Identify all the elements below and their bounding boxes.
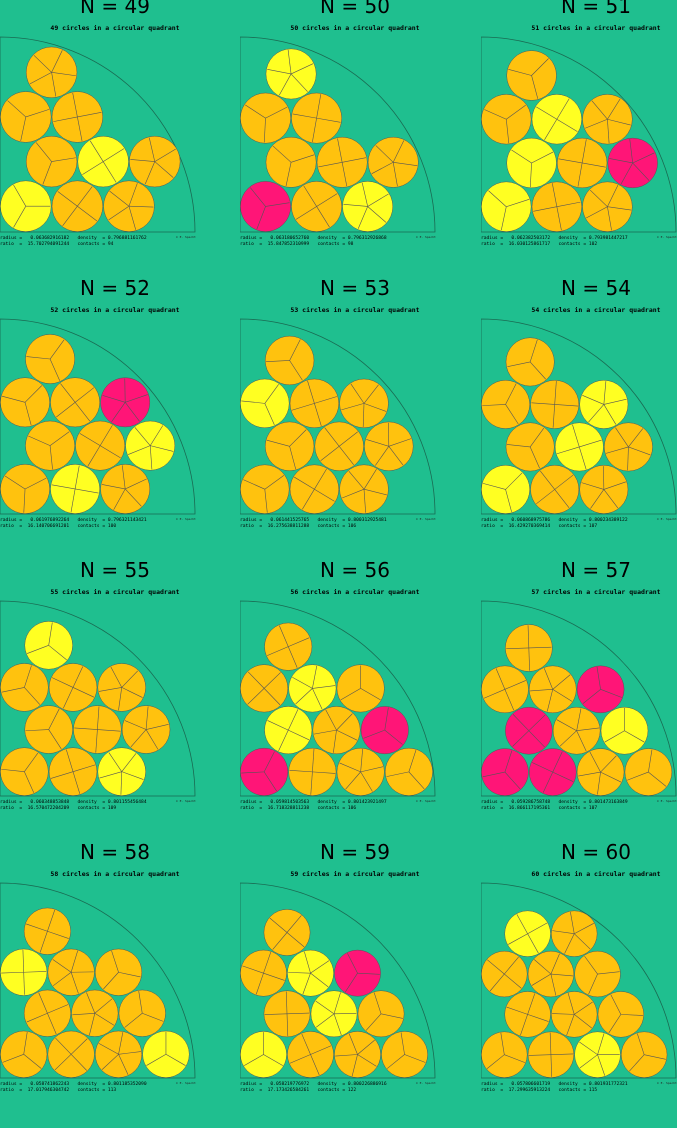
quadrant-packing: [481, 35, 677, 235]
panel-stats: radius = 0.059814503563 density = 0.8014…: [240, 800, 387, 812]
quadrant-packing: [240, 35, 440, 235]
panel-n-label: N = 49: [0, 0, 230, 18]
panel-stats: radius = 0.062382503172 density = 0.7939…: [481, 236, 628, 248]
panel-credit: © E. Specht: [176, 518, 196, 529]
quadrant-packing: [240, 881, 440, 1081]
quadrant-packing: [0, 317, 200, 517]
panel-n-label: N = 52: [0, 276, 230, 300]
panel-stats: radius = 0.063180652760 density = 0.7963…: [240, 236, 387, 248]
panel-n-label: N = 54: [481, 276, 677, 300]
panel-stats: radius = 0.058741862243 density = 0.8011…: [0, 1082, 147, 1094]
quadrant-packing: [240, 599, 440, 799]
panel-subtitle: 55 circles in a circular quadrant: [0, 588, 230, 596]
packing-panel: N = 49 49 circles in a circular quadrant r…: [0, 0, 230, 282]
panel-n-label: N = 57: [481, 558, 677, 582]
panel-credit: © E. Specht: [657, 236, 677, 247]
panel-stats: radius = 0.063682916182 density = 0.7968…: [0, 236, 147, 248]
panel-stats: radius = 0.059286758748 density = 0.8014…: [481, 800, 628, 812]
quadrant-packing: [0, 599, 200, 799]
panel-stats: radius = 0.061441525765 density = 0.8003…: [240, 518, 387, 530]
panel-subtitle: 50 circles in a circular quadrant: [240, 24, 470, 32]
panel-stats: radius = 0.060348853848 density = 0.8011…: [0, 800, 147, 812]
packing-grid: N = 49 49 circles in a circular quadrant r…: [0, 0, 677, 1093]
panel-n-label: N = 55: [0, 558, 230, 582]
quadrant-packing: [0, 35, 200, 235]
panel-n-label: N = 50: [240, 0, 470, 18]
panel-stats: radius = 0.061976892264 density = 0.7963…: [0, 518, 147, 530]
panel-subtitle: 57 circles in a circular quadrant: [481, 588, 677, 596]
panel-subtitle: 49 circles in a circular quadrant: [0, 24, 230, 32]
quadrant-packing: [481, 599, 677, 799]
panel-stats: radius = 0.060868975786 density = 0.8002…: [481, 518, 628, 530]
panel-subtitle: 52 circles in a circular quadrant: [0, 306, 230, 314]
panel-credit: © E. Specht: [416, 1082, 436, 1093]
panel-stats: radius = 0.057806601719 density = 0.8019…: [481, 1082, 628, 1094]
panel-credit: © E. Specht: [657, 518, 677, 529]
panel-stats: radius = 0.058219776972 density = 0.8002…: [240, 1082, 387, 1094]
panel-n-label: N = 59: [240, 840, 470, 864]
panel-subtitle: 60 circles in a circular quadrant: [481, 870, 677, 878]
panel-credit: © E. Specht: [176, 800, 196, 811]
packing-panel: N = 50 50 circles in a circular quadrant r…: [240, 0, 470, 282]
panel-subtitle: 51 circles in a circular quadrant: [481, 24, 677, 32]
panel-n-label: N = 58: [0, 840, 230, 864]
panel-n-label: N = 56: [240, 558, 470, 582]
panel-credit: © E. Specht: [176, 1082, 196, 1093]
panel-subtitle: 53 circles in a circular quadrant: [240, 306, 470, 314]
quadrant-packing: [481, 881, 677, 1081]
panel-n-label: N = 60: [481, 840, 677, 864]
panel-credit: © E. Specht: [416, 236, 436, 247]
panel-credit: © E. Specht: [416, 518, 436, 529]
panel-subtitle: 59 circles in a circular quadrant: [240, 870, 470, 878]
panel-credit: © E. Specht: [657, 1082, 677, 1093]
quadrant-packing: [0, 881, 200, 1081]
panel-credit: © E. Specht: [657, 800, 677, 811]
panel-subtitle: 58 circles in a circular quadrant: [0, 870, 230, 878]
panel-n-label: N = 53: [240, 276, 470, 300]
panel-credit: © E. Specht: [176, 236, 196, 247]
panel-subtitle: 54 circles in a circular quadrant: [481, 306, 677, 314]
panel-n-label: N = 51: [481, 0, 677, 18]
panel-subtitle: 56 circles in a circular quadrant: [240, 588, 470, 596]
panel-credit: © E. Specht: [416, 800, 436, 811]
quadrant-packing: [481, 317, 677, 517]
quadrant-packing: [240, 317, 440, 517]
packing-panel: N = 51 51 circles in a circular quadrant r…: [481, 0, 677, 282]
